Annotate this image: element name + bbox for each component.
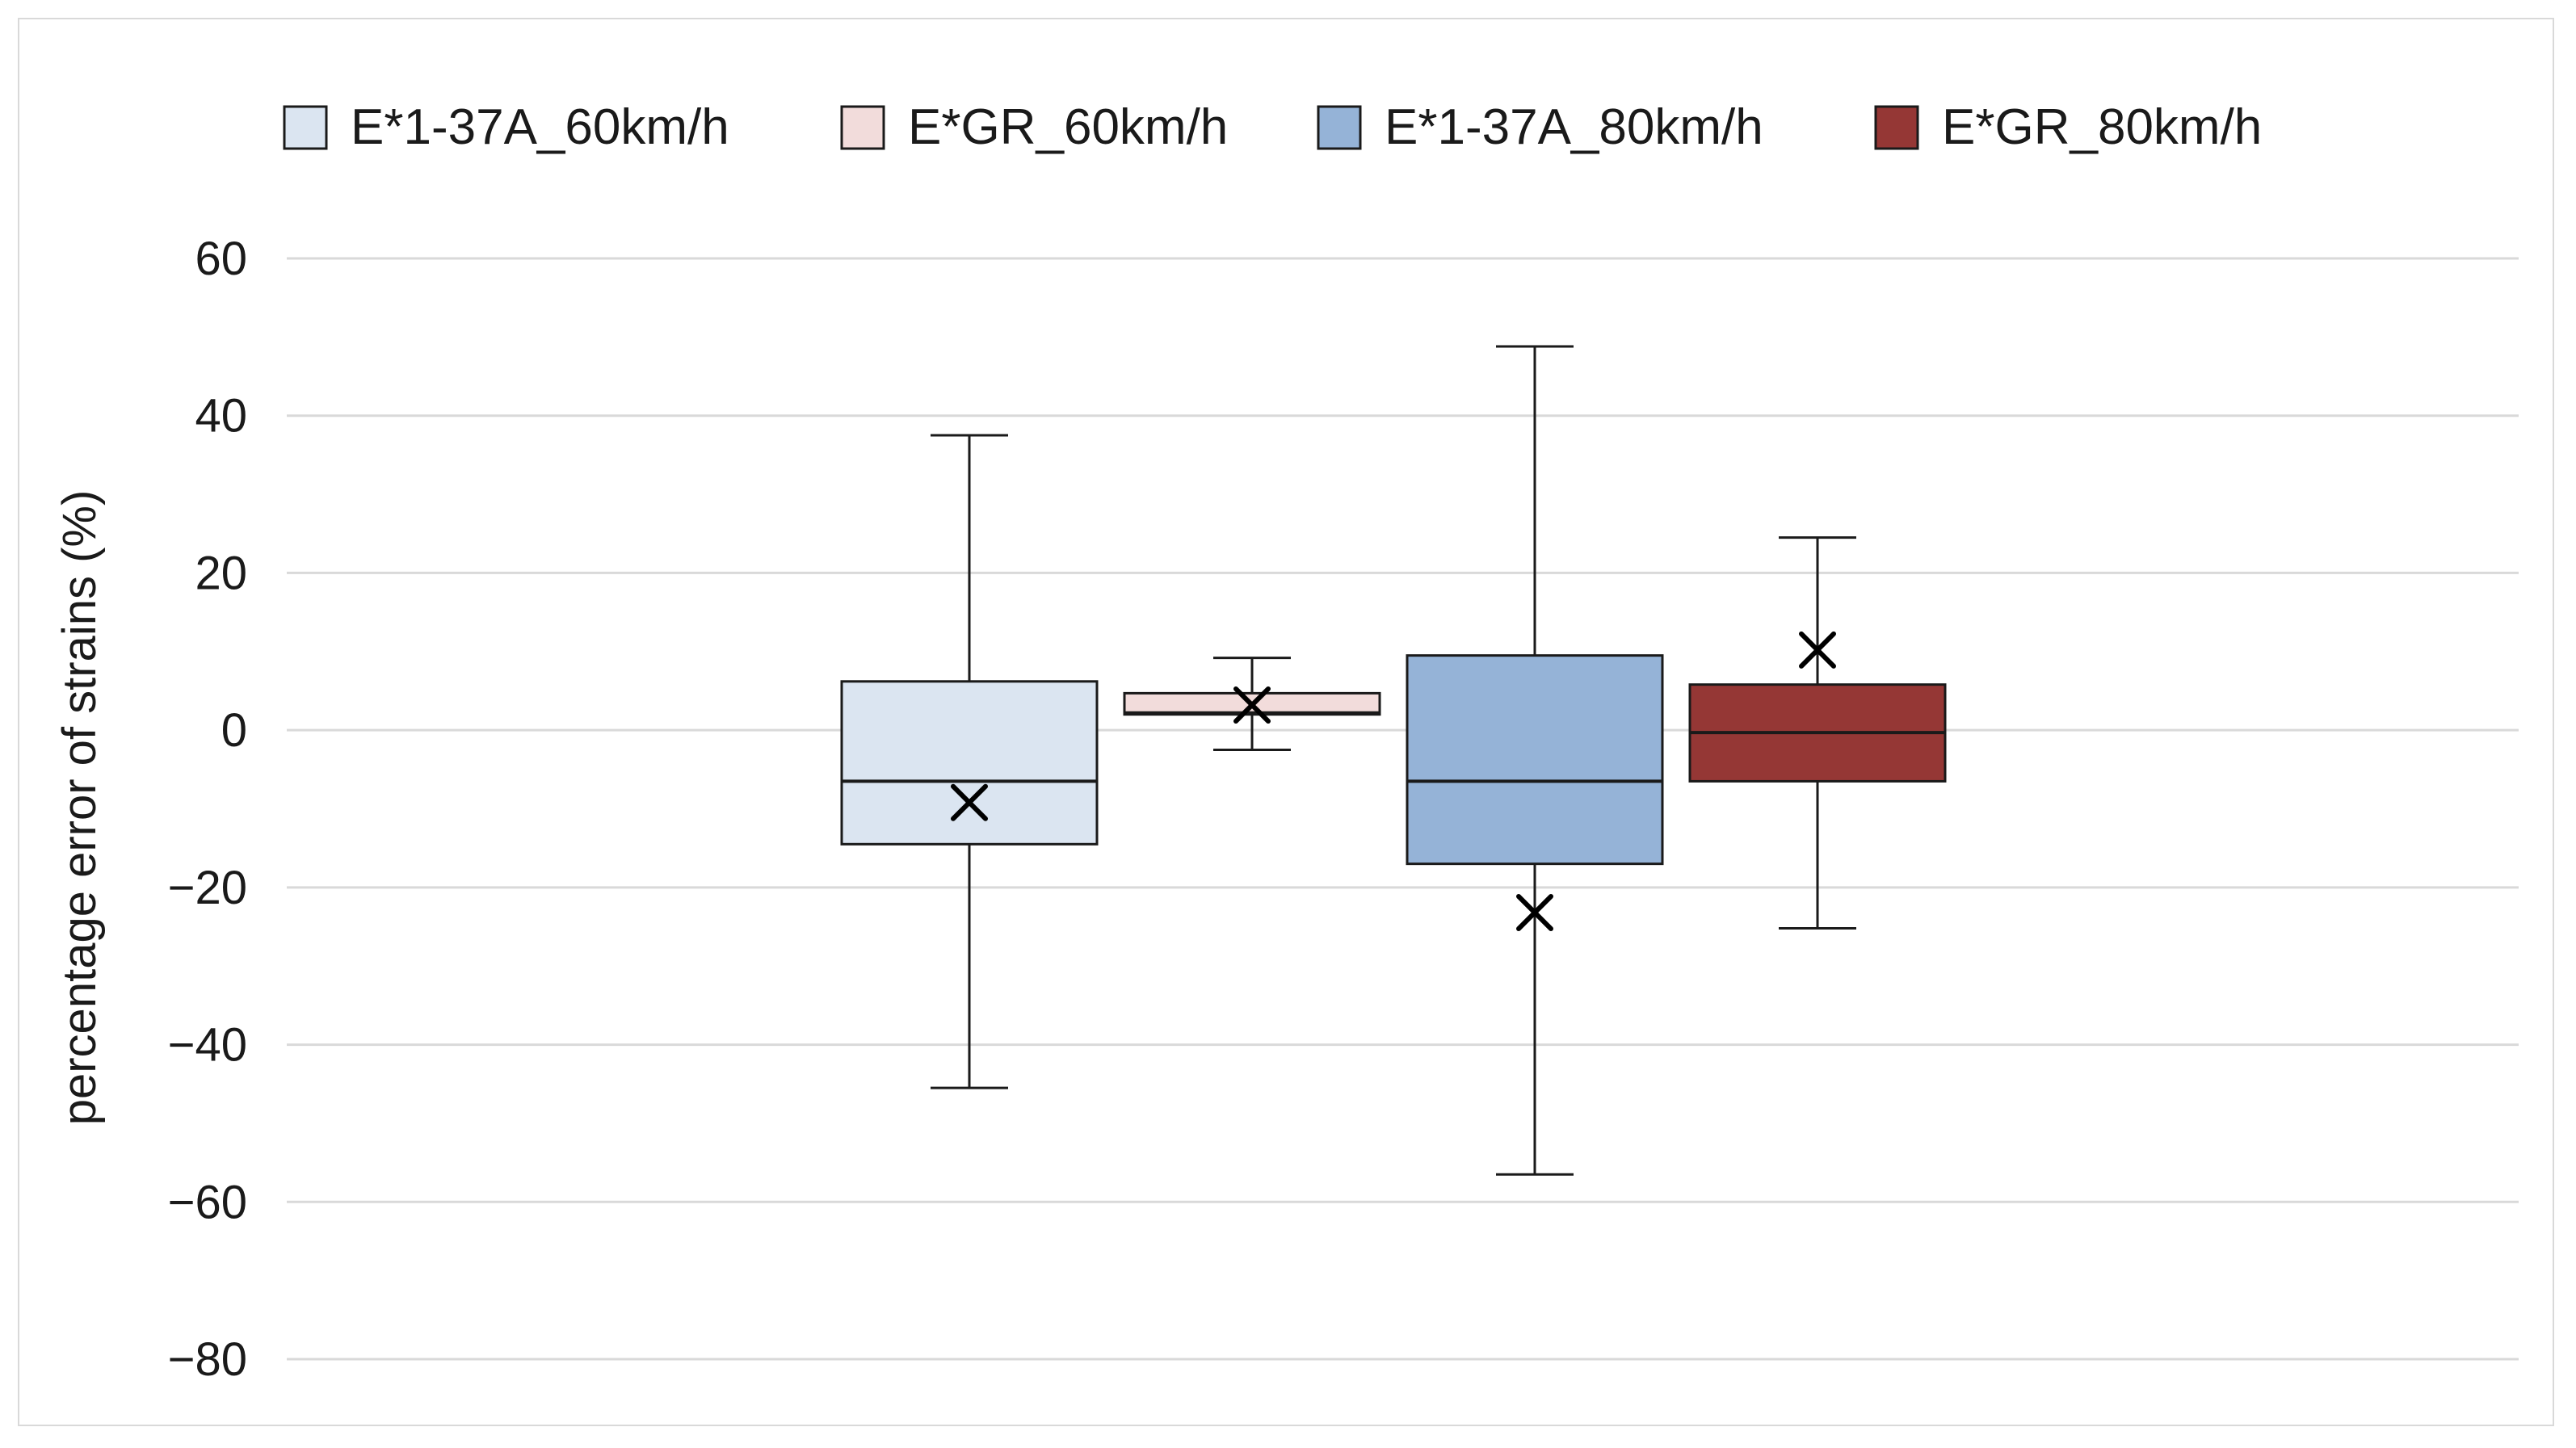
- legend-item: E*GR_80km/h: [1874, 99, 2262, 155]
- y-axis-title: percentage error of strains (%): [53, 490, 106, 1126]
- legend-item: E*1-37A_60km/h: [283, 99, 729, 155]
- legend-label: E*1-37A_80km/h: [1385, 99, 1763, 155]
- y-tick-label: 40: [195, 390, 247, 443]
- legend-swatch: [1874, 105, 1919, 150]
- gridlines: [287, 257, 2519, 1361]
- y-tick-label: −80: [168, 1333, 247, 1386]
- mean-marker: [1233, 686, 1271, 724]
- mean-marker: [1516, 894, 1553, 932]
- legend-swatch: [283, 105, 328, 150]
- y-tick-label: −40: [168, 1019, 247, 1072]
- iqr-box: [1406, 654, 1664, 866]
- legend-label: E*1-37A_60km/h: [351, 99, 729, 155]
- y-tick-label: −20: [168, 862, 247, 914]
- box-group: [840, 434, 1099, 1089]
- chart-frame: [18, 18, 2554, 1426]
- y-tick-label: 0: [221, 704, 247, 757]
- legend-label: E*GR_60km/h: [908, 99, 1228, 155]
- y-tick-label: 60: [195, 233, 247, 285]
- box-group: [1123, 657, 1381, 751]
- legend-item: E*1-37A_80km/h: [1317, 99, 1763, 155]
- box-group: [1688, 536, 1947, 930]
- box-group: [1406, 345, 1664, 1176]
- iqr-box: [840, 680, 1099, 846]
- legend-swatch: [1317, 105, 1362, 150]
- y-tick-label: −60: [168, 1176, 247, 1228]
- y-tick-label: 20: [195, 547, 247, 599]
- box-series: [840, 345, 1947, 1176]
- y-tick-labels: 60 40 20 0 −20 −40 −60 −80: [168, 233, 247, 1386]
- legend-swatch: [840, 105, 885, 150]
- mean-marker: [1799, 631, 1836, 669]
- legend: E*1-37A_60km/h E*GR_60km/h E*1-37A_80km/h E…: [283, 99, 2262, 155]
- mean-marker: [951, 783, 988, 821]
- legend-label: E*GR_80km/h: [1942, 99, 2262, 155]
- legend-item: E*GR_60km/h: [840, 99, 1228, 155]
